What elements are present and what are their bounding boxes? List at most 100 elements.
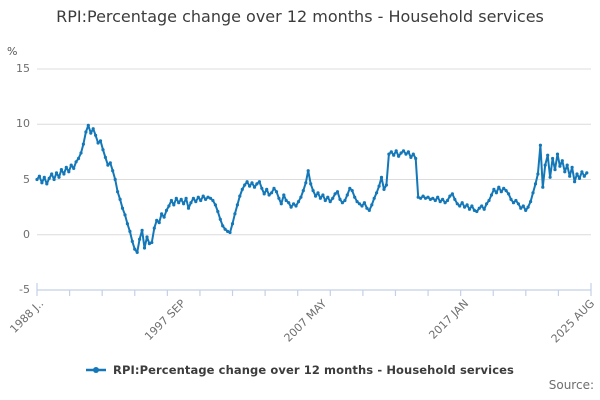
data-point-marker bbox=[128, 229, 132, 233]
data-point-marker bbox=[284, 198, 288, 203]
data-point-marker bbox=[573, 180, 577, 184]
data-point-marker bbox=[274, 190, 279, 194]
data-point-marker bbox=[69, 163, 73, 167]
data-point-marker bbox=[382, 187, 386, 191]
data-point-marker bbox=[84, 130, 88, 134]
data-point-marker bbox=[568, 174, 572, 178]
data-point-marker bbox=[67, 170, 71, 174]
data-point-marker bbox=[42, 175, 46, 179]
data-point-marker bbox=[125, 222, 129, 226]
data-point-marker bbox=[172, 203, 176, 207]
y-tick-label: 5 bbox=[23, 172, 30, 186]
data-point-marker bbox=[377, 184, 381, 188]
data-point-marker bbox=[443, 201, 447, 205]
data-point-marker bbox=[52, 177, 56, 182]
data-point-marker bbox=[47, 176, 51, 180]
data-point-marker bbox=[507, 192, 511, 196]
data-point-marker bbox=[164, 208, 169, 212]
data-point-marker bbox=[467, 207, 472, 211]
data-point-marker bbox=[455, 202, 459, 206]
data-point-marker bbox=[531, 191, 535, 195]
data-point-marker bbox=[472, 208, 476, 212]
legend-item[interactable]: RPI:Percentage change over 12 months - H… bbox=[86, 363, 514, 377]
data-point-marker bbox=[458, 204, 462, 208]
data-point-marker bbox=[304, 181, 308, 185]
data-point-marker bbox=[179, 197, 183, 201]
data-point-marker bbox=[502, 186, 506, 190]
y-tick-label: 0 bbox=[23, 227, 30, 241]
data-point-marker bbox=[375, 191, 379, 195]
data-point-marker bbox=[108, 161, 112, 165]
data-point-marker bbox=[326, 195, 330, 199]
data-point-marker bbox=[489, 193, 494, 197]
data-point-marker bbox=[399, 151, 403, 155]
y-tick-label: -5 bbox=[19, 283, 30, 296]
data-point-marker bbox=[162, 215, 166, 219]
data-point-marker bbox=[98, 139, 103, 143]
data-point-marker bbox=[265, 187, 269, 191]
data-point-marker bbox=[421, 194, 425, 198]
data-point-marker bbox=[204, 197, 208, 201]
data-point-marker bbox=[511, 201, 516, 205]
data-point-marker bbox=[504, 189, 508, 193]
data-point-marker bbox=[79, 151, 83, 155]
data-point-marker bbox=[521, 204, 525, 208]
data-point-marker bbox=[529, 200, 533, 204]
data-point-marker bbox=[140, 228, 144, 232]
data-point-marker bbox=[174, 196, 178, 200]
data-point-marker bbox=[431, 196, 435, 200]
data-point-marker bbox=[331, 196, 335, 200]
data-point-marker bbox=[147, 242, 151, 246]
data-point-marker bbox=[296, 200, 301, 204]
data-point-marker bbox=[475, 209, 479, 214]
data-point-marker bbox=[152, 226, 156, 230]
data-point-marker bbox=[120, 206, 125, 210]
data-point-marker bbox=[367, 208, 371, 212]
data-point-marker bbox=[184, 196, 188, 200]
data-point-marker bbox=[577, 176, 582, 180]
data-point-marker bbox=[465, 203, 469, 207]
data-point-marker bbox=[145, 235, 149, 239]
data-point-marker bbox=[294, 204, 298, 208]
data-point-marker bbox=[213, 203, 217, 207]
data-point-marker bbox=[40, 181, 44, 185]
legend: RPI:Percentage change over 12 months - H… bbox=[0, 363, 600, 377]
data-point-marker bbox=[233, 212, 237, 216]
data-point-marker bbox=[411, 152, 415, 156]
data-point-marker bbox=[582, 174, 586, 178]
data-point-marker bbox=[292, 202, 296, 206]
data-point-marker bbox=[169, 198, 173, 203]
data-point-marker bbox=[267, 193, 271, 197]
data-point-marker bbox=[182, 202, 186, 206]
data-point-marker bbox=[299, 195, 303, 199]
data-point-marker bbox=[533, 182, 538, 186]
data-point-marker bbox=[57, 175, 61, 179]
data-point-marker bbox=[62, 172, 66, 176]
data-point-marker bbox=[138, 237, 142, 241]
data-point-marker bbox=[37, 174, 42, 178]
data-point-marker bbox=[470, 204, 474, 208]
data-point-marker bbox=[262, 192, 266, 196]
data-point-marker bbox=[551, 156, 555, 161]
data-point-marker bbox=[543, 163, 547, 167]
data-point-marker bbox=[438, 200, 442, 204]
data-point-marker bbox=[348, 186, 352, 190]
data-point-marker bbox=[177, 201, 181, 205]
data-point-marker bbox=[514, 198, 518, 203]
y-tick-label: 10 bbox=[16, 117, 30, 131]
data-point-marker bbox=[353, 195, 357, 199]
data-point-marker bbox=[416, 195, 420, 199]
data-point-marker bbox=[223, 227, 227, 231]
data-point-marker bbox=[426, 195, 430, 199]
data-point-marker bbox=[211, 198, 215, 203]
data-point-marker bbox=[189, 201, 193, 205]
data-point-marker bbox=[318, 196, 322, 200]
data-point-marker bbox=[494, 191, 498, 195]
legend-item-label: RPI:Percentage change over 12 months - H… bbox=[113, 363, 514, 377]
data-point-marker bbox=[394, 149, 398, 153]
data-point-marker bbox=[445, 198, 450, 203]
data-point-marker bbox=[106, 163, 110, 167]
data-point-marker bbox=[516, 202, 521, 206]
data-point-marker bbox=[116, 190, 120, 194]
data-point-marker bbox=[384, 183, 388, 187]
